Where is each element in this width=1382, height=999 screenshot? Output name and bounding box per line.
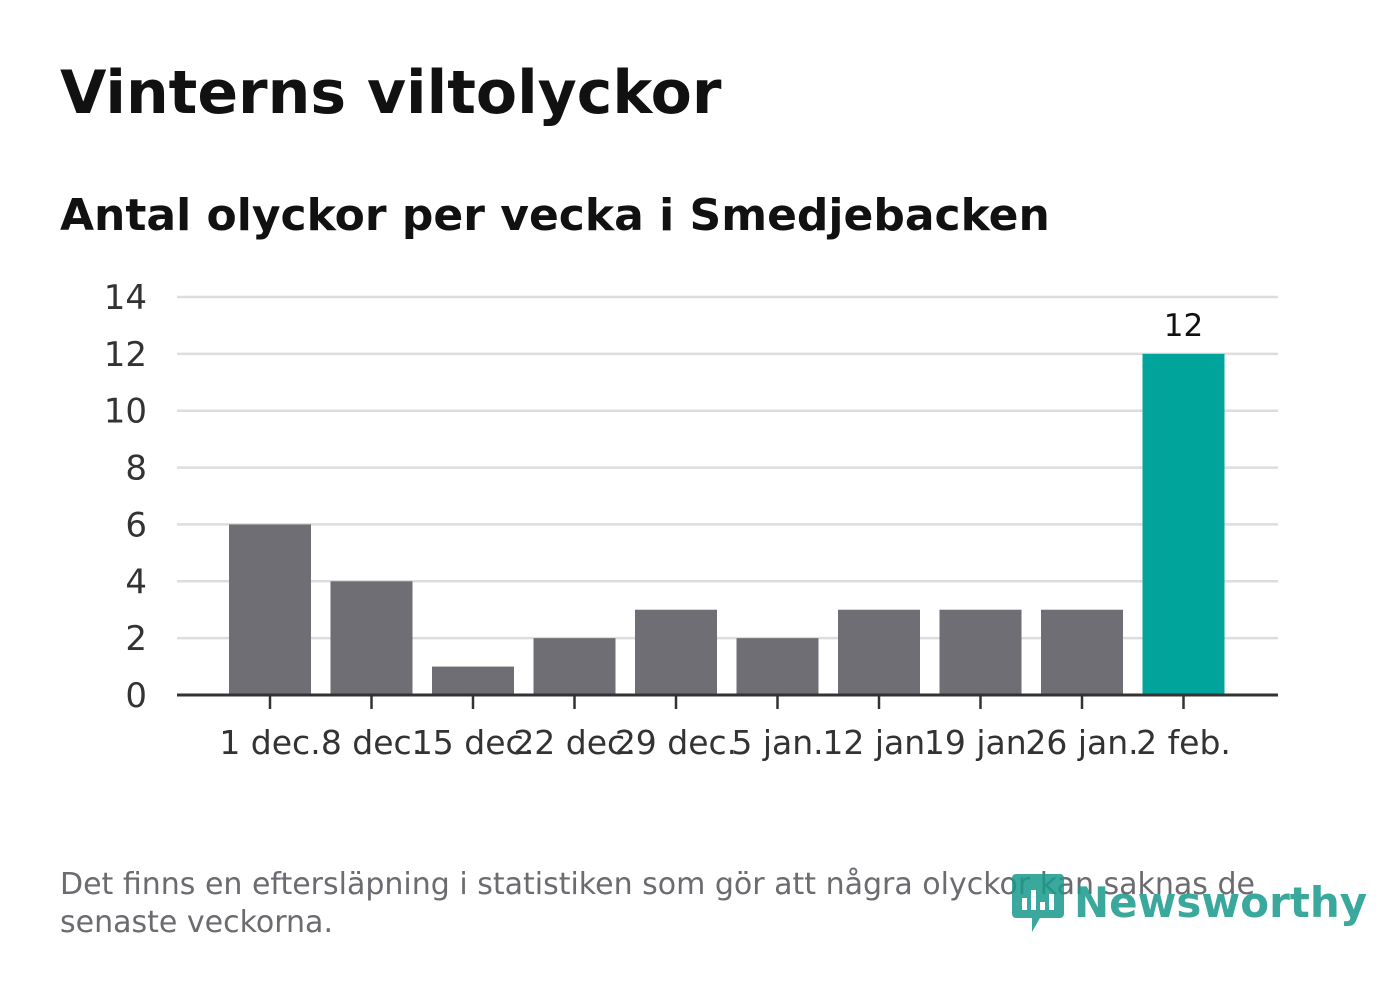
y-tick-label: 12 bbox=[104, 335, 147, 375]
newsworthy-logo-icon bbox=[1012, 874, 1064, 932]
bar bbox=[432, 666, 514, 695]
bar bbox=[533, 638, 616, 695]
x-tick-label: 12 jan. bbox=[822, 723, 935, 762]
data-label: 12 bbox=[1164, 308, 1203, 344]
x-tick-label: 15 dec. bbox=[412, 723, 534, 762]
y-tick-label: 6 bbox=[125, 505, 147, 545]
x-tick-label: 22 dec. bbox=[513, 723, 635, 762]
bar bbox=[635, 609, 717, 695]
x-tick-label: 2 feb. bbox=[1136, 723, 1231, 762]
newsworthy-logo: Newsworthy bbox=[1010, 870, 1367, 934]
y-tick-label: 10 bbox=[104, 392, 147, 432]
brand-name: Newsworthy bbox=[1074, 877, 1368, 927]
x-tick-label: 26 jan. bbox=[1025, 723, 1138, 762]
bar bbox=[330, 581, 413, 695]
y-tick-label: 0 bbox=[125, 676, 147, 716]
bar bbox=[1041, 609, 1123, 695]
y-tick-label: 8 bbox=[125, 449, 147, 489]
x-tick-label: 29 dec. bbox=[615, 723, 737, 762]
x-tick-label: 1 dec. bbox=[219, 723, 320, 762]
y-tick-label: 2 bbox=[125, 619, 147, 659]
bar bbox=[229, 524, 311, 695]
chart-subtitle: Antal olyckor per vecka i Smedjebacken bbox=[60, 190, 1050, 241]
bar bbox=[838, 609, 920, 695]
chart-title: Vinterns viltolyckor bbox=[60, 58, 722, 128]
x-tick-label: 5 jan. bbox=[731, 723, 823, 762]
y-tick-label: 4 bbox=[125, 562, 147, 602]
bar-chart: 0 2 4 6 8 10 12 14 1 dec. 8 dec.15 dec.22 dec.29 … bbox=[104, 278, 1278, 762]
bar bbox=[1142, 353, 1225, 695]
bar bbox=[736, 638, 819, 695]
y-tick-label: 14 bbox=[104, 278, 147, 318]
x-tick-label: 8 dec. bbox=[321, 723, 422, 762]
bar bbox=[939, 609, 1022, 695]
x-tick-label: 19 jan. bbox=[924, 723, 1037, 762]
